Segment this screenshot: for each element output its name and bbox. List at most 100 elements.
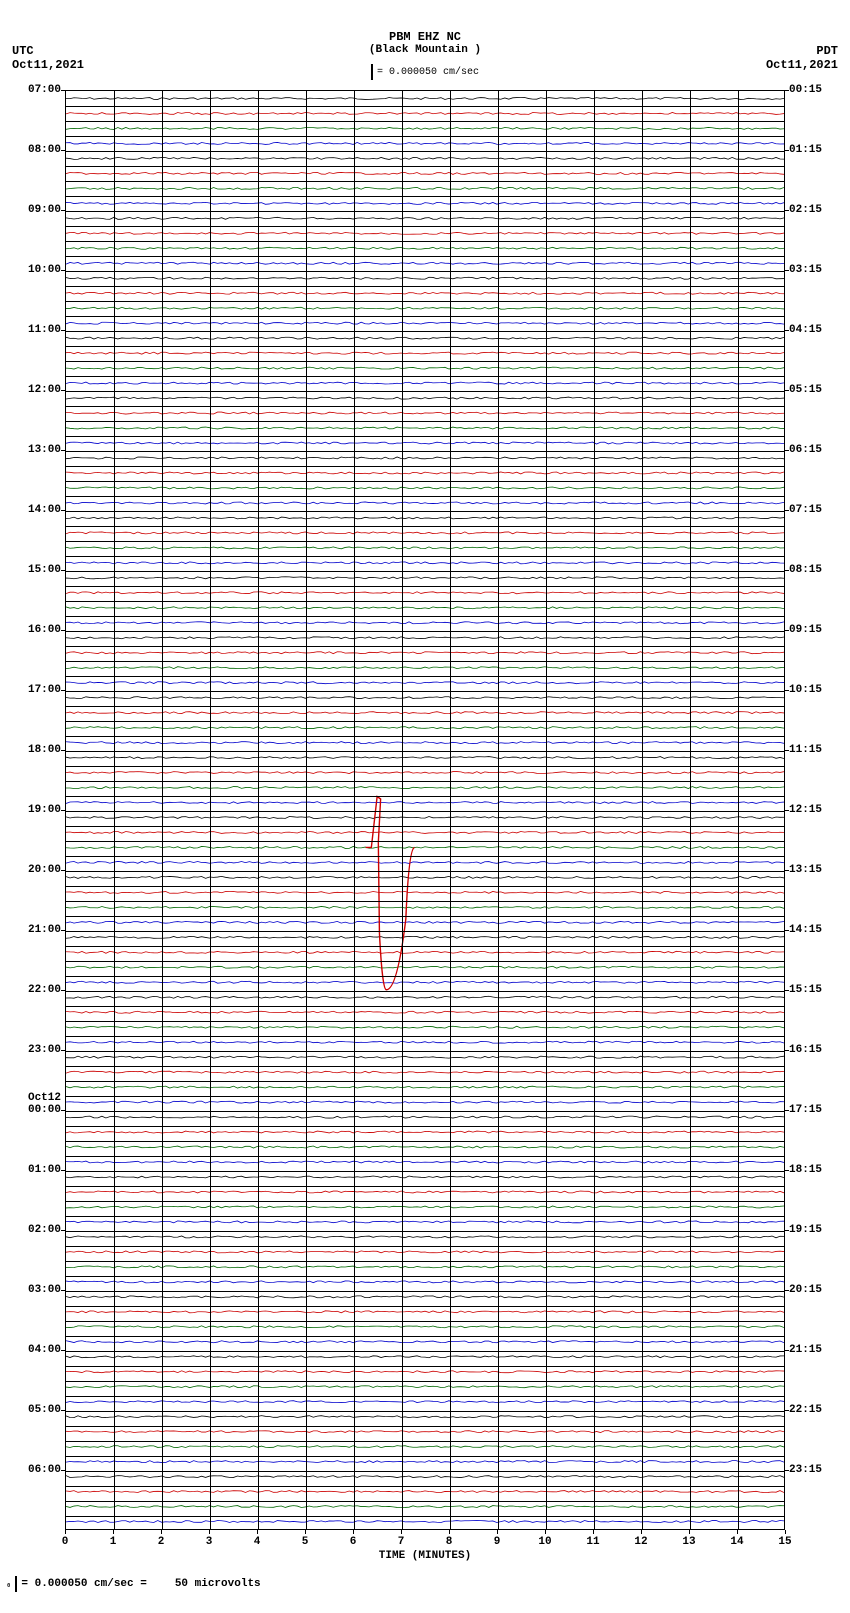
seismic-trace [66,1401,784,1403]
ytick-mark-left [61,1170,65,1171]
ytick-mark-left [61,570,65,571]
ytick-left: 12:00 [28,384,61,396]
ytick-mark-left [61,750,65,751]
seismic-trace [66,1146,784,1148]
ytick-left: 14:00 [28,504,61,516]
ytick-mark-right [785,450,789,451]
hgrid-line [66,676,784,677]
seismic-trace [66,652,784,654]
xtick-mark [641,1530,642,1534]
seismic-trace [66,727,784,729]
ytick-left: 23:00 [28,1044,61,1056]
ytick-mark-right [785,210,789,211]
hgrid-line [66,1111,784,1112]
ytick-left: 01:00 [28,1164,61,1176]
ytick-mark-left [61,390,65,391]
seismic-trace [66,712,784,714]
ytick-mark-left [61,1050,65,1051]
seismic-trace [66,292,784,294]
hgrid-line [66,1456,784,1457]
hgrid-line [66,961,784,962]
seismic-trace [66,1221,784,1223]
seismic-trace [66,1116,784,1118]
ytick-left: 18:00 [28,744,61,756]
xtick-mark [497,1530,498,1534]
ytick-right: 01:15 [789,144,822,156]
hgrid-line [66,1261,784,1262]
hgrid-line [66,1156,784,1157]
seismic-trace [66,547,784,549]
scale-bar-icon [15,1576,17,1592]
ytick-right: 23:15 [789,1464,822,1476]
ytick-left: 06:00 [28,1464,61,1476]
vgrid-line [450,91,451,1529]
hgrid-line [66,1336,784,1337]
seismic-trace [66,157,784,159]
hgrid-line [66,1051,784,1052]
ytick-left: 07:00 [28,84,61,96]
hgrid-line [66,541,784,542]
ytick-mark-left [61,630,65,631]
hgrid-line [66,166,784,167]
seismic-trace [66,457,784,459]
hgrid-line [66,451,784,452]
xtick-mark [401,1530,402,1534]
hgrid-line [66,616,784,617]
ytick-mark-right [785,1110,789,1111]
hgrid-line [66,1081,784,1082]
xtick-label: 10 [538,1536,551,1548]
xtick-label: 3 [206,1536,213,1548]
hgrid-line [66,601,784,602]
seismic-trace [66,1386,784,1388]
ytick-left: 05:00 [28,1404,61,1416]
ytick-mark-right [785,270,789,271]
seismic-trace [66,966,784,968]
vgrid-line [402,91,403,1529]
seismic-trace [66,1416,784,1418]
seismic-trace [66,592,784,594]
hgrid-line [66,136,784,137]
seismic-trace [66,277,784,279]
seismic-trace [66,1191,784,1193]
xtick-label: 11 [586,1536,599,1548]
seismic-trace [66,1371,784,1373]
xtick-label: 8 [446,1536,453,1548]
hgrid-line [66,721,784,722]
ytick-right: 00:15 [789,84,822,96]
ytick-mark-left [61,1410,65,1411]
seismic-trace [66,1086,784,1088]
seismic-trace [66,112,784,114]
seismic-trace [66,262,784,264]
seismic-trace [66,172,784,174]
seismic-trace [66,682,784,684]
ytick-mark-right [785,1050,789,1051]
seismic-trace [66,562,784,564]
vgrid-line [546,91,547,1529]
header-right-date: Oct11,2021 [766,58,838,72]
hgrid-line [66,331,784,332]
xtick-mark [737,1530,738,1534]
seismic-trace [66,1101,784,1103]
vgrid-line [642,91,643,1529]
seismic-trace [66,772,784,774]
hgrid-line [66,946,784,947]
vgrid-line [210,91,211,1529]
ytick-mark-right [785,990,789,991]
seismic-trace [66,202,784,204]
ytick-left: 16:00 [28,624,61,636]
ytick-right: 17:15 [789,1104,822,1116]
seismic-trace [66,876,784,878]
ytick-right: 19:15 [789,1224,822,1236]
seismic-trace [66,1521,784,1523]
ytick-mark-right [785,90,789,91]
hgrid-line [66,646,784,647]
seismic-trace [66,322,784,324]
seismic-trace [66,247,784,249]
ytick-right: 09:15 [789,624,822,636]
ytick-left: 19:00 [28,804,61,816]
ytick-mark-left [61,1230,65,1231]
hgrid-line [66,1486,784,1487]
xtick-label: 14 [730,1536,743,1548]
xtick-label: 0 [62,1536,69,1548]
hgrid-line [66,1246,784,1247]
